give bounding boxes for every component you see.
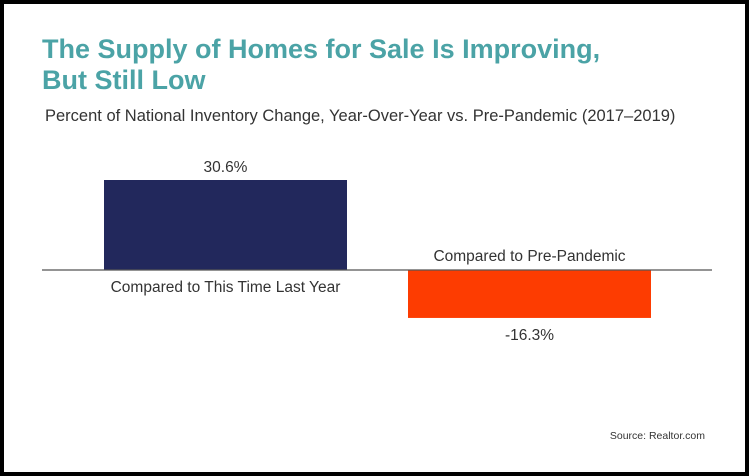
source-note: Source: Realtor.com [609, 430, 705, 442]
bar-2 [408, 270, 651, 318]
bar-1 [104, 180, 347, 270]
chart-subtitle: Percent of National Inventory Change, Ye… [45, 107, 676, 125]
category-label-1: Compared to This Time Last Year [111, 279, 341, 296]
data-label-1: 30.6% [204, 159, 248, 176]
chart-title: The Supply of Homes for Sale Is Improvin… [42, 34, 601, 95]
category-label-2: Compared to Pre-Pandemic [433, 248, 625, 265]
data-label-2: -16.3% [505, 327, 554, 344]
